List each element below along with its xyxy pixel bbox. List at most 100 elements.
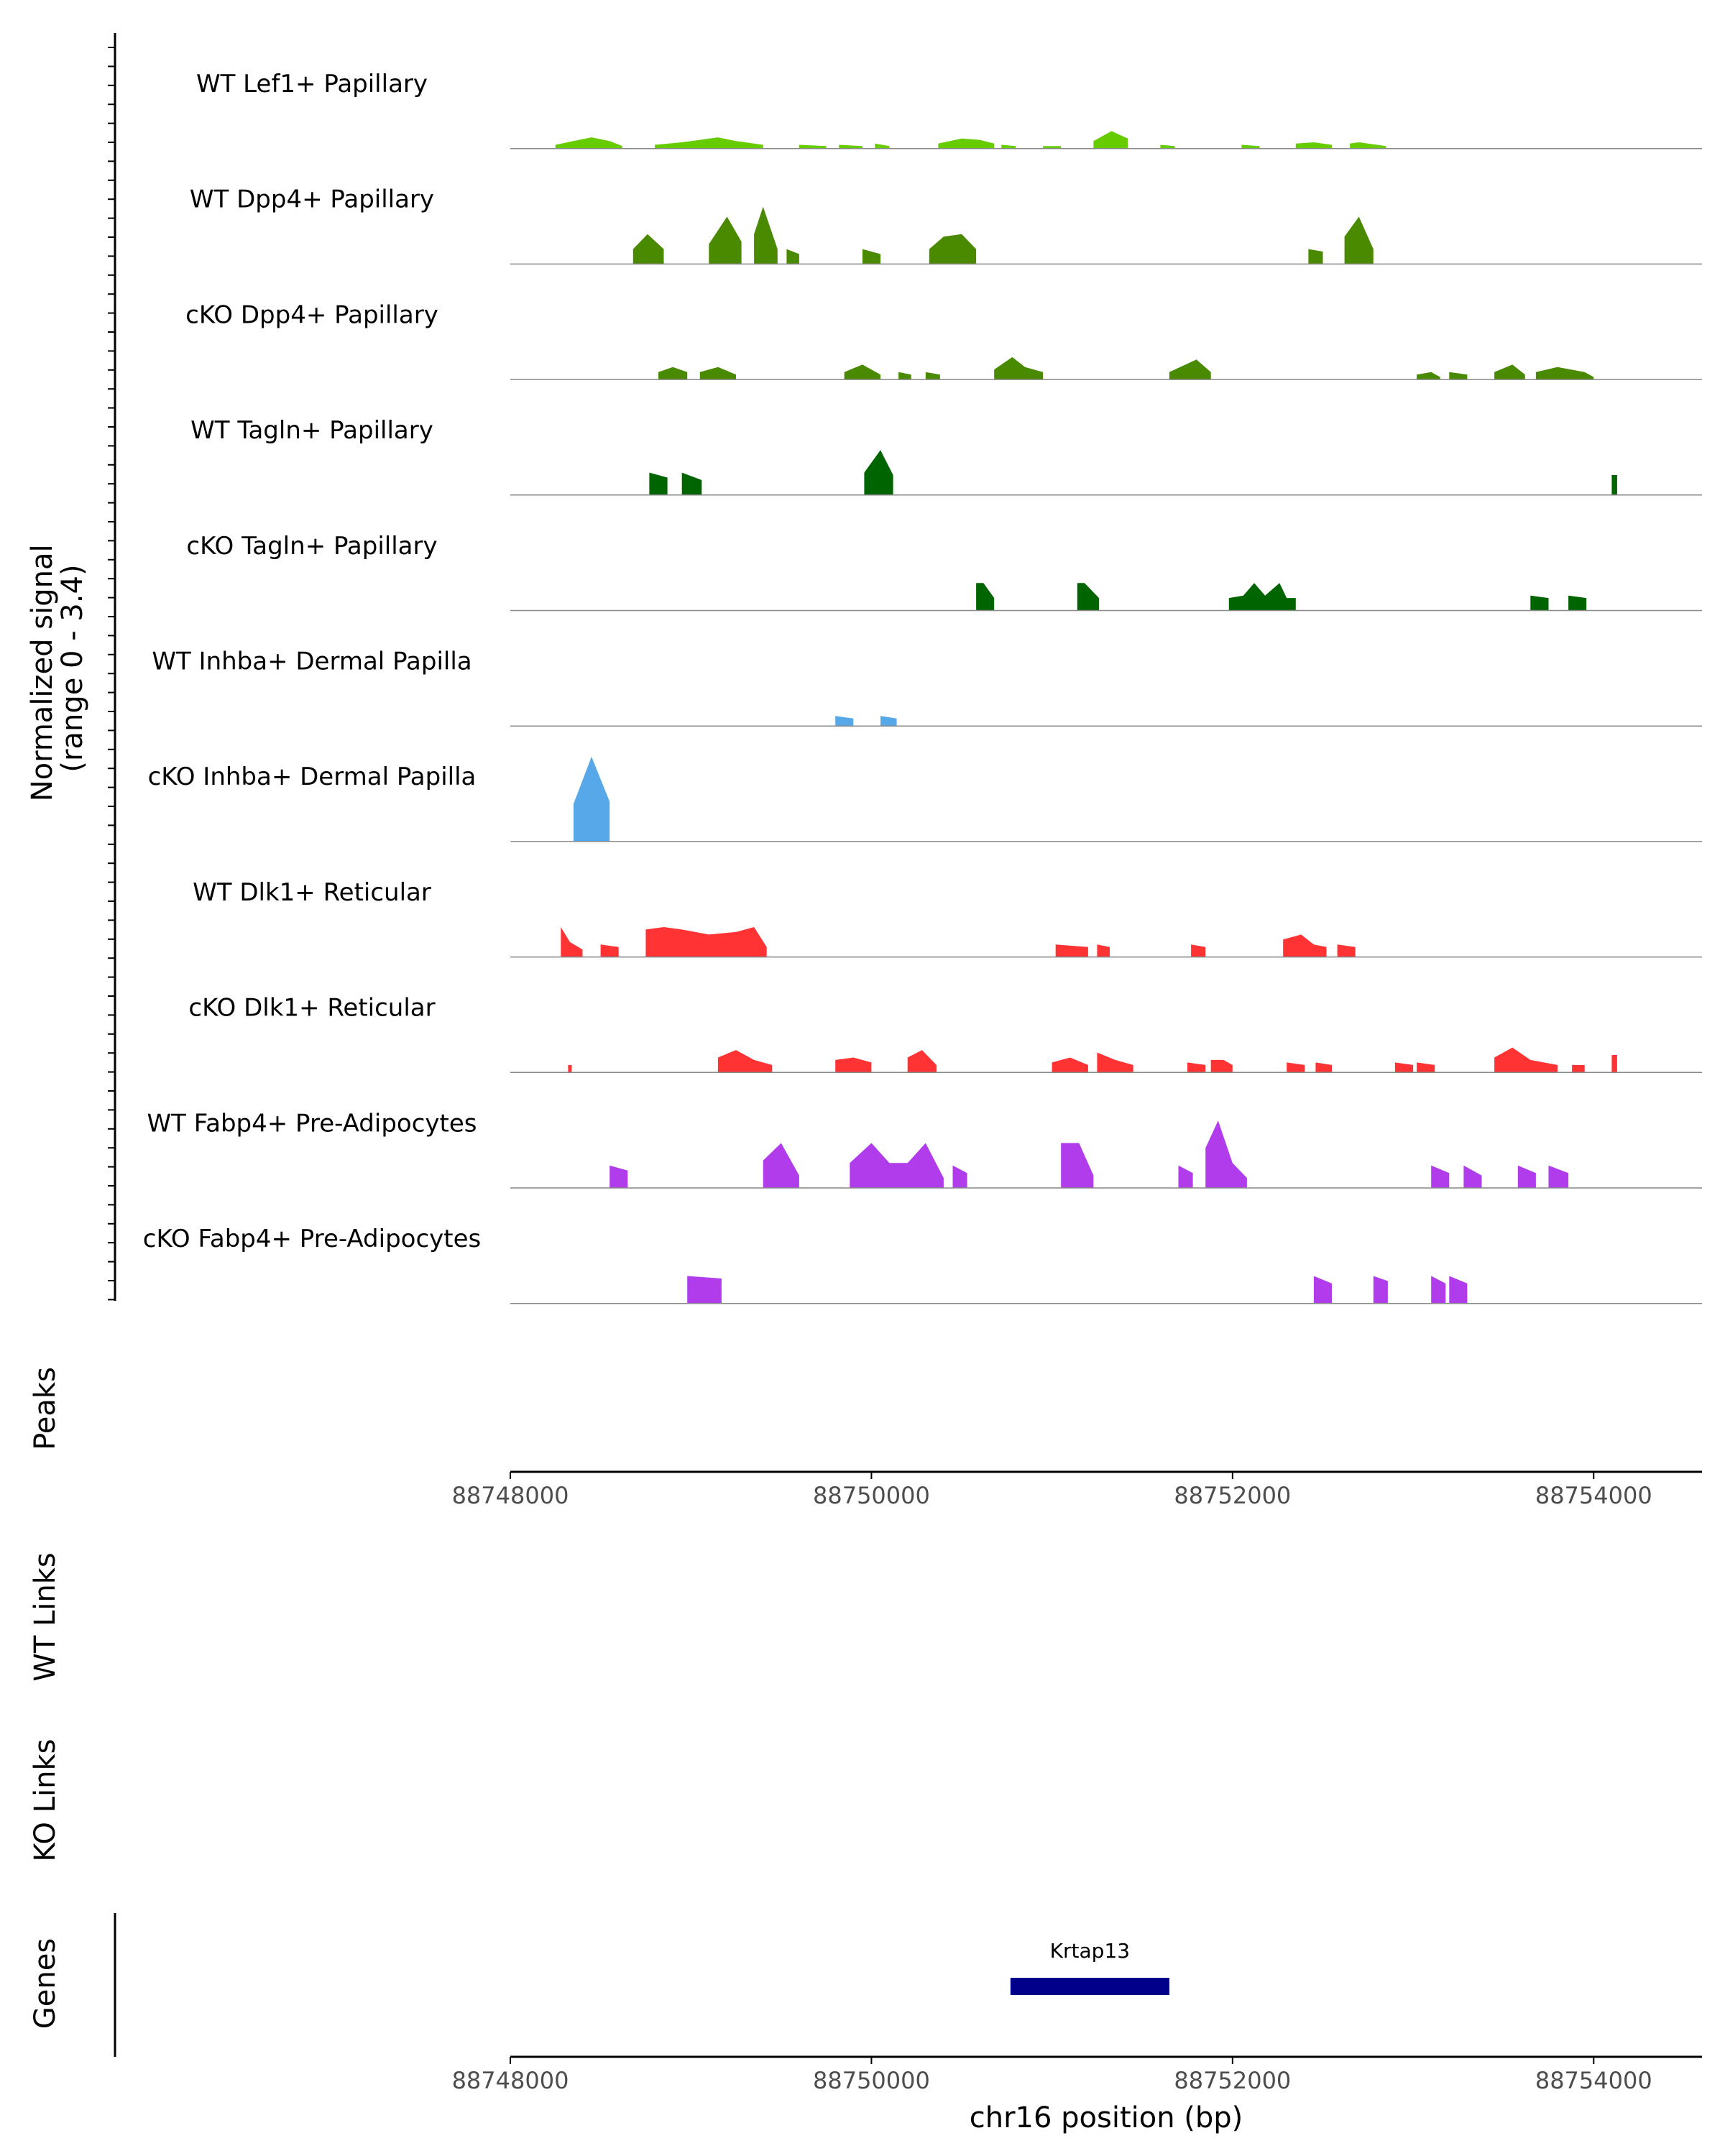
x-tick-label: 88750000 <box>813 2067 930 2094</box>
coverage-area <box>1337 944 1356 957</box>
x-axis-label: chr16 position (bp) <box>970 2101 1243 2134</box>
coverage-area <box>1077 583 1099 611</box>
coverage-area <box>555 137 622 149</box>
track-2: cKO Dpp4+ Papillary <box>185 300 1702 380</box>
coverage-area <box>658 367 688 380</box>
x-tick-label: 88750000 <box>813 1482 930 1509</box>
track-label: cKO Dpp4+ Papillary <box>185 300 438 329</box>
coverage-area <box>839 144 862 149</box>
track-label: WT Tagln+ Papillary <box>190 416 433 445</box>
track-label: cKO Fabp4+ Pre-Adipocytes <box>143 1225 482 1253</box>
track-8: cKO Dlk1+ Reticular <box>188 994 1702 1074</box>
coverage-area <box>600 944 619 957</box>
coverage-tracks: WT Lef1+ Papillary WT Dpp4+ Papillary cKO … <box>143 70 1702 1304</box>
coverage-area <box>1431 1165 1450 1188</box>
coverage-area <box>976 583 995 611</box>
coverage-area <box>709 216 742 264</box>
track-0: WT Lef1+ Papillary <box>196 70 1702 149</box>
coverage-area <box>875 143 890 149</box>
coverage-area <box>1449 372 1468 380</box>
coverage-area <box>1210 1059 1233 1073</box>
coverage-area <box>1373 1276 1388 1304</box>
x-tick-label: 88748000 <box>452 2067 569 2094</box>
track-label: WT Dpp4+ Papillary <box>190 185 434 214</box>
x-tick-label: 88748000 <box>452 1482 569 1509</box>
coverage-area <box>1568 595 1587 611</box>
coverage-area <box>1052 1057 1088 1073</box>
coverage-area <box>1093 131 1128 149</box>
coverage-area <box>1315 1062 1332 1073</box>
coverage-area <box>844 364 880 380</box>
coverage-area <box>1417 1062 1435 1073</box>
track-label: cKO Tagln+ Papillary <box>186 532 437 561</box>
gene-annotations: Krtap13 <box>1010 1939 1169 1995</box>
track-9: WT Fabp4+ Pre-Adipocytes <box>147 1109 1702 1189</box>
coverage-area <box>835 1057 872 1073</box>
coverage-area <box>1449 1276 1468 1304</box>
coverage-area <box>1350 142 1386 149</box>
track-3: WT Tagln+ Papillary <box>190 416 1702 496</box>
coverage-area <box>786 249 799 264</box>
coverage-area <box>994 356 1044 380</box>
coverage-area <box>938 138 995 149</box>
coverage-area <box>862 249 880 264</box>
x-tick-label: 88754000 <box>1535 2067 1652 2094</box>
coverage-area <box>850 1143 944 1188</box>
coverage-area <box>610 1165 628 1188</box>
track-1: WT Dpp4+ Papillary <box>190 185 1702 265</box>
signal-axis-group: Normalized signal (range 0 - 3.4) <box>26 33 116 1301</box>
coverage-area <box>1394 1062 1414 1073</box>
x-tick-label: 88752000 <box>1174 2067 1291 2094</box>
gene-body <box>1010 1978 1169 1995</box>
genes-panel-label: Genes <box>29 1938 62 2029</box>
coverage-area <box>1344 216 1374 264</box>
gene-label: Krtap13 <box>1050 1939 1130 1963</box>
track-label: cKO Inhba+ Dermal Papilla <box>148 763 477 791</box>
coverage-area <box>1431 1276 1446 1304</box>
coverage-area <box>1055 944 1088 957</box>
coverage-area <box>898 372 911 380</box>
track-5: WT Inhba+ Dermal Papilla <box>152 648 1702 727</box>
track-4: cKO Tagln+ Papillary <box>186 532 1702 612</box>
coverage-area <box>681 472 702 495</box>
track-6: cKO Inhba+ Dermal Papilla <box>148 756 1702 842</box>
coverage-area <box>699 367 736 380</box>
coverage-area <box>1494 364 1525 380</box>
coverage-area <box>763 1143 799 1188</box>
coverage-area <box>1228 583 1296 611</box>
x-tick-label: 88754000 <box>1535 1482 1652 1509</box>
coverage-area <box>864 450 893 495</box>
coverage-area <box>1283 934 1327 957</box>
coverage-area <box>1535 367 1594 380</box>
signal-axis-label-line2: (range 0 - 3.4) <box>56 564 89 772</box>
coverage-area <box>632 234 664 264</box>
coverage-area <box>1061 1143 1094 1188</box>
coverage-area <box>649 472 668 495</box>
coverage-area <box>1043 146 1062 149</box>
coverage-area <box>952 1165 967 1188</box>
coverage-area <box>1308 249 1323 264</box>
coverage-area <box>1097 944 1110 957</box>
coverage-area <box>1295 142 1332 149</box>
track-label: cKO Dlk1+ Reticular <box>188 994 435 1023</box>
coverage-area <box>1572 1064 1585 1073</box>
coverage-area <box>1313 1276 1332 1304</box>
coverage-area <box>907 1050 937 1073</box>
coverage-area <box>568 1064 572 1073</box>
coverage-area <box>1494 1047 1558 1073</box>
coverage-area <box>1611 475 1617 495</box>
coverage-area <box>687 1276 722 1304</box>
signal-axis-label: Normalized signal (range 0 - 3.4) <box>26 535 89 802</box>
coverage-area <box>754 206 778 264</box>
coverage-area <box>1517 1165 1536 1188</box>
track-label: WT Fabp4+ Pre-Adipocytes <box>147 1109 477 1138</box>
ko-links-panel-label: KO Links <box>29 1739 62 1862</box>
signal-axis-ticks <box>108 47 115 1301</box>
coverage-area <box>1160 144 1175 149</box>
coverage-area <box>925 372 940 380</box>
coverage-area <box>799 144 827 149</box>
coverage-area <box>1097 1052 1133 1073</box>
track-label: WT Lef1+ Papillary <box>196 70 428 98</box>
x-tick-label: 88752000 <box>1174 1482 1291 1509</box>
coverage-area <box>1187 1062 1206 1073</box>
